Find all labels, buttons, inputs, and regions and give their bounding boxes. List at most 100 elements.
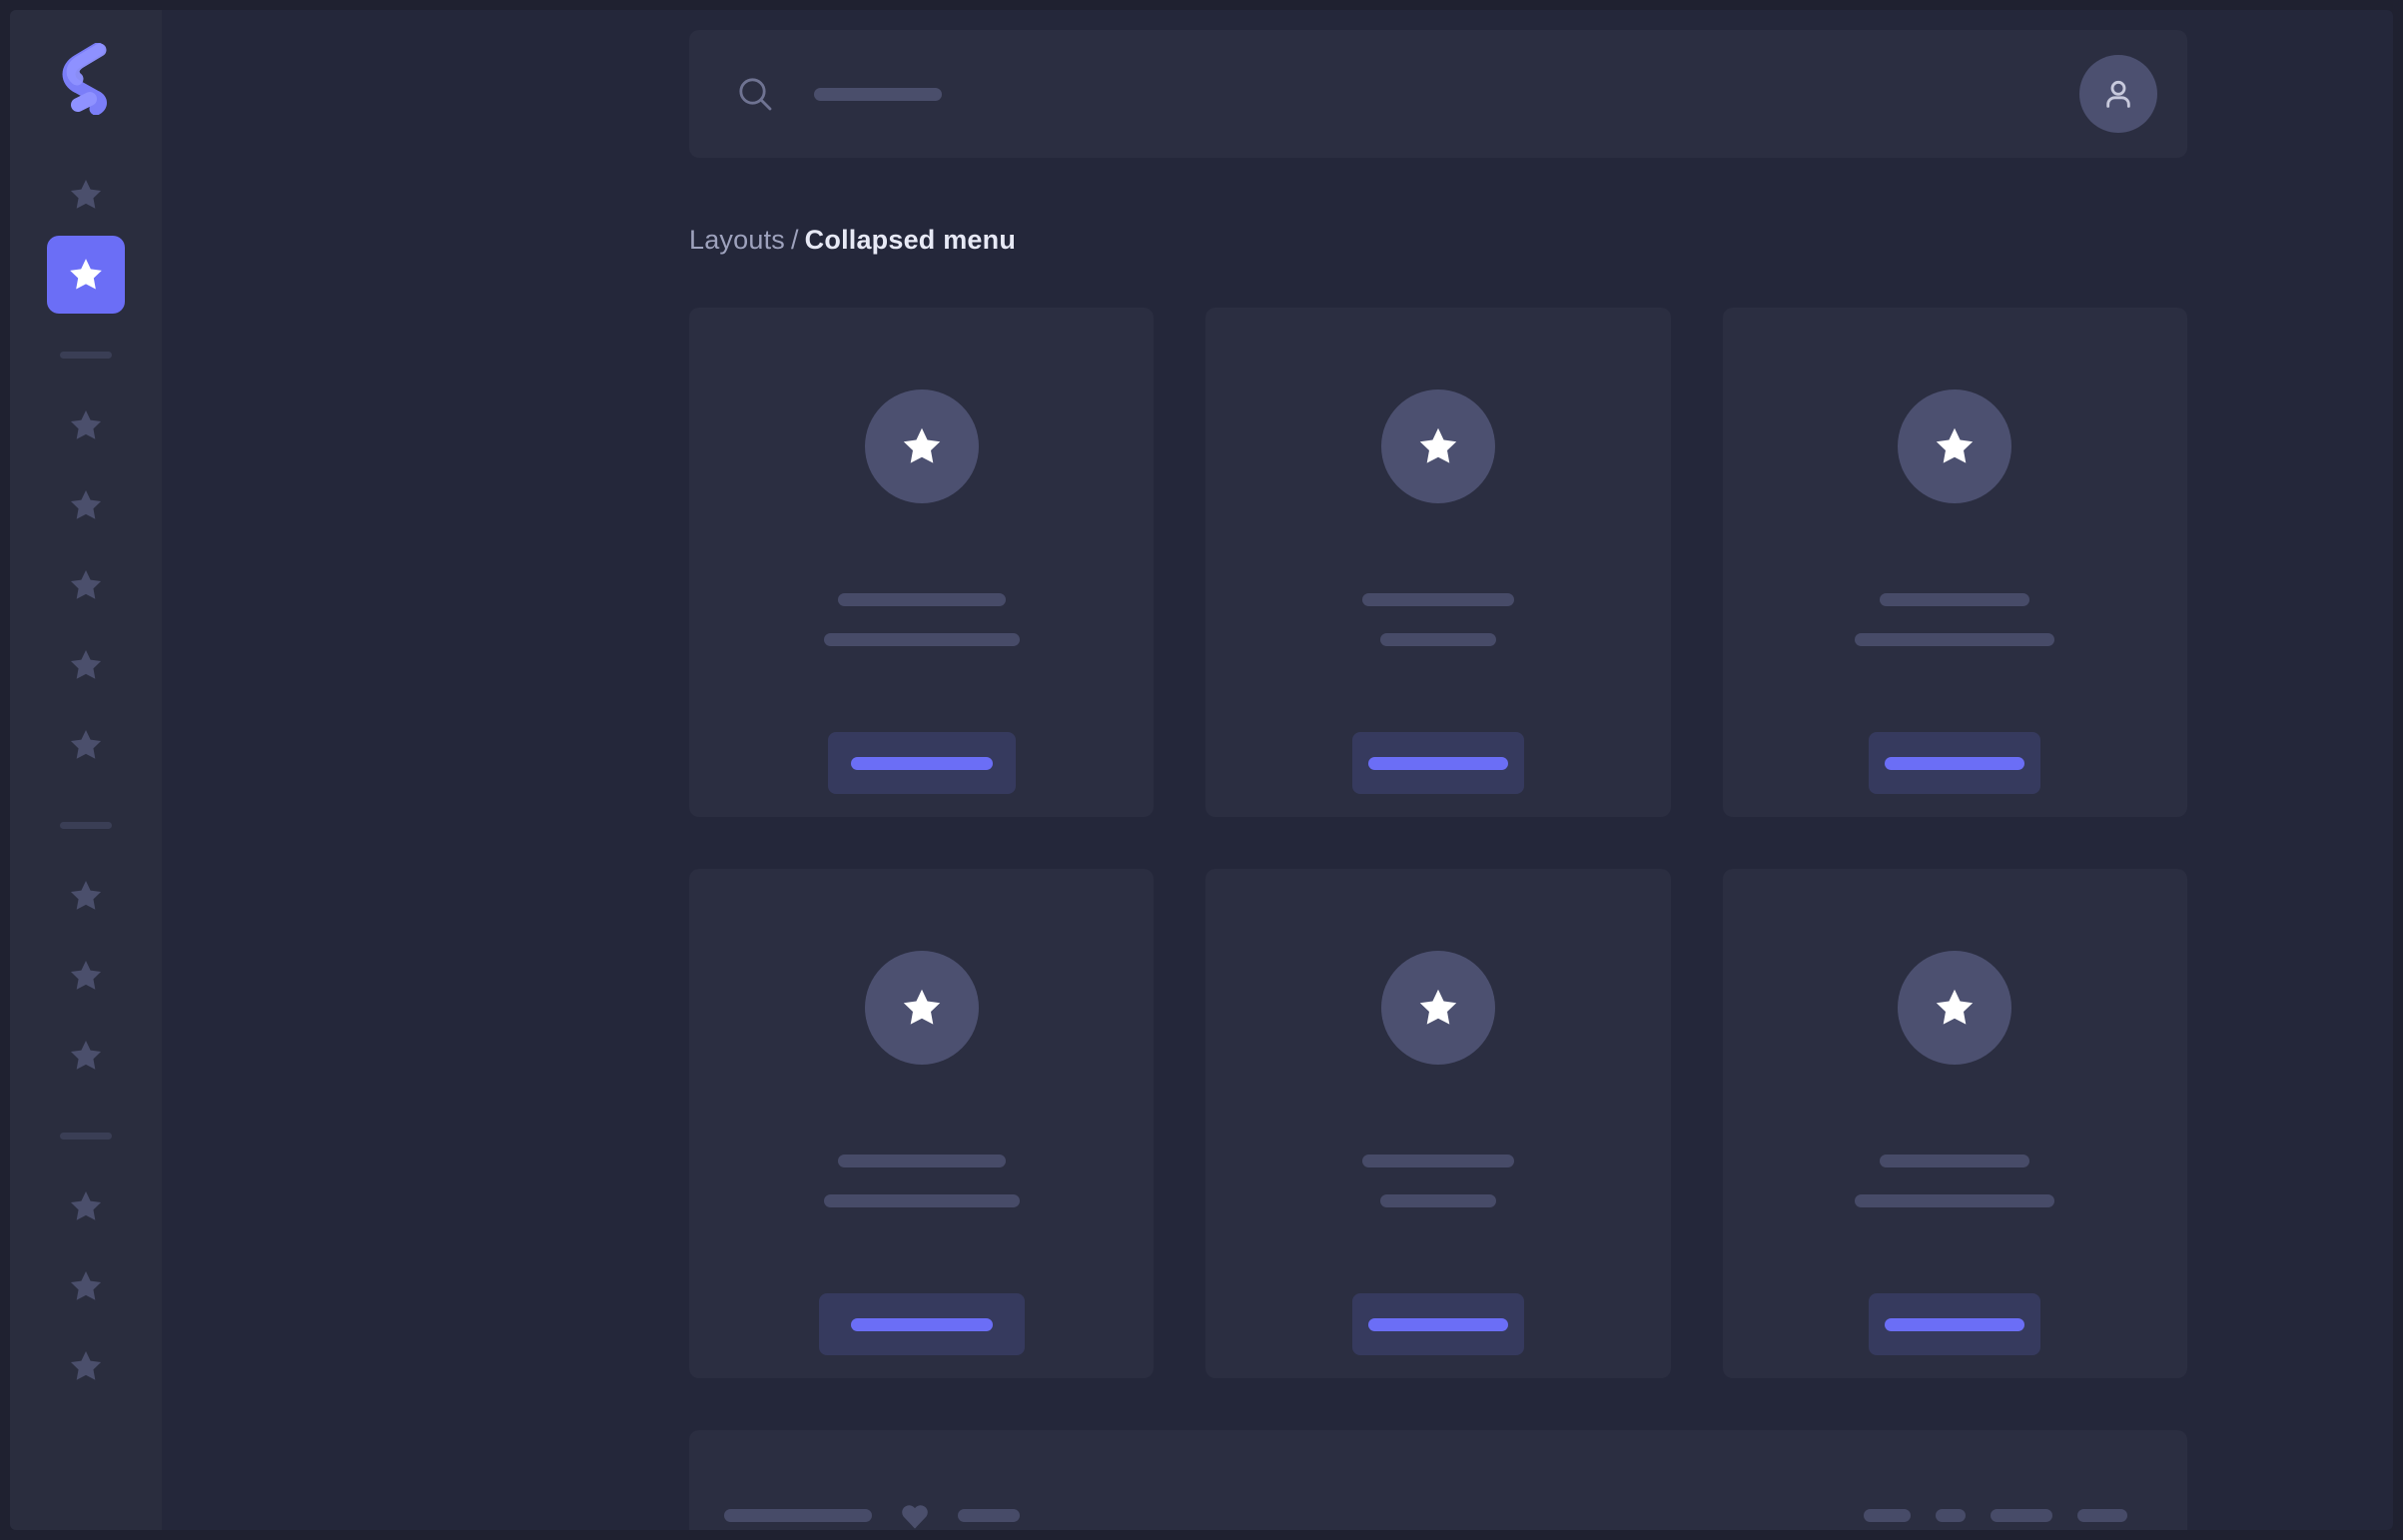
sidebar-divider-1 — [60, 352, 112, 359]
sidebar-divider-3 — [60, 1133, 112, 1140]
card-line-secondary — [1855, 633, 2055, 647]
footer-right-group — [1864, 1508, 2127, 1522]
breadcrumb: Layouts / Collapsed menu — [689, 224, 2187, 256]
sidebar-item-10[interactable] — [47, 1017, 125, 1095]
card-line-secondary — [1855, 1194, 2055, 1208]
sidebar — [10, 10, 162, 1530]
search-input-wrap[interactable] — [814, 30, 2079, 158]
star-icon — [66, 1347, 106, 1385]
card[interactable] — [1205, 869, 1671, 1379]
sidebar-item-7[interactable] — [47, 706, 125, 784]
footer-bar-left — [724, 1508, 872, 1522]
card[interactable] — [1722, 308, 2187, 818]
star-icon — [66, 566, 106, 604]
star-icon — [66, 1267, 106, 1305]
main-area: Layouts / Collapsed menu — [162, 10, 2393, 1530]
footer-bar-after-heart — [958, 1508, 1020, 1522]
sidebar-item-6[interactable] — [47, 626, 125, 704]
card-line-primary — [1361, 1155, 1514, 1168]
sidebar-item-13[interactable] — [47, 1327, 125, 1405]
star-icon — [1414, 423, 1462, 469]
star-icon — [66, 406, 106, 444]
sidebar-item-3[interactable] — [47, 386, 125, 464]
card-action-button[interactable] — [1869, 1293, 2041, 1356]
card-line-secondary — [1379, 633, 1496, 647]
card-action-button[interactable] — [827, 732, 1016, 795]
avatar[interactable] — [2079, 55, 2157, 133]
card[interactable] — [689, 869, 1155, 1379]
card[interactable] — [689, 308, 1155, 818]
star-icon — [66, 726, 106, 764]
sidebar-item-5[interactable] — [47, 546, 125, 624]
sidebar-group-2 — [47, 386, 125, 786]
sidebar-item-2-active[interactable] — [47, 236, 125, 314]
card-action-button[interactable] — [1869, 732, 2041, 795]
sidebar-item-4[interactable] — [47, 466, 125, 544]
star-icon — [66, 176, 106, 214]
footer-left-group — [724, 1499, 1020, 1530]
sidebar-item-9[interactable] — [47, 937, 125, 1015]
card-line-secondary — [823, 633, 1020, 647]
sidebar-item-12[interactable] — [47, 1247, 125, 1325]
star-icon — [65, 255, 107, 295]
card[interactable] — [1722, 869, 2187, 1379]
search-placeholder-bar — [814, 87, 942, 101]
star-icon — [1931, 423, 1979, 469]
search-icon — [734, 73, 776, 115]
sidebar-group-4 — [47, 1167, 125, 1407]
card-line-secondary — [823, 1194, 1020, 1208]
card-button-label-bar — [850, 1317, 993, 1331]
card-avatar — [1380, 951, 1495, 1066]
content-column: Layouts / Collapsed menu — [689, 10, 2187, 1530]
star-icon — [66, 1187, 106, 1225]
sidebar-group-primary — [47, 156, 125, 316]
sidebar-item-1[interactable] — [47, 156, 125, 234]
card-line-primary — [1880, 593, 2030, 607]
card-text-placeholders — [1723, 593, 2187, 647]
sidebar-item-11[interactable] — [47, 1167, 125, 1245]
footer-bar-right-3[interactable] — [1991, 1508, 2052, 1522]
card-text-placeholders — [689, 593, 1154, 647]
card[interactable] — [1205, 308, 1671, 818]
card-line-primary — [1880, 1155, 2030, 1168]
footer-panel — [689, 1430, 2187, 1530]
star-icon — [66, 486, 106, 524]
card-action-button[interactable] — [818, 1293, 1025, 1356]
sidebar-item-8[interactable] — [47, 857, 125, 935]
card-button-label-bar — [850, 756, 993, 770]
card-line-primary — [1361, 593, 1514, 607]
star-icon — [1414, 985, 1462, 1031]
card-avatar — [1898, 389, 2012, 504]
star-icon — [66, 957, 106, 995]
card-action-button[interactable] — [1351, 732, 1524, 795]
sidebar-group-3 — [47, 857, 125, 1097]
star-icon — [898, 423, 946, 469]
card-text-placeholders — [1205, 1155, 1670, 1208]
star-icon — [66, 1037, 106, 1075]
card-avatar — [1380, 389, 1495, 504]
sidebar-divider-2 — [60, 822, 112, 829]
card-button-label-bar — [1885, 1317, 2025, 1331]
breadcrumb-separator: / — [790, 225, 799, 255]
star-icon — [898, 985, 946, 1031]
footer-bar-right-2[interactable] — [1936, 1508, 1966, 1522]
footer-bar-right-4[interactable] — [2077, 1508, 2127, 1522]
swirl-logo-icon[interactable] — [53, 40, 119, 118]
star-icon — [66, 877, 106, 915]
card-action-button[interactable] — [1351, 1293, 1524, 1356]
footer-bar-right-1[interactable] — [1864, 1508, 1911, 1522]
heart-icon[interactable] — [898, 1499, 932, 1530]
breadcrumb-current: Collapsed menu — [804, 225, 1017, 255]
card-button-label-bar — [1367, 1317, 1508, 1331]
app-window: Layouts / Collapsed menu — [10, 10, 2393, 1530]
card-avatar — [864, 389, 979, 504]
card-avatar — [864, 951, 979, 1066]
star-icon — [66, 646, 106, 684]
card-text-placeholders — [1723, 1155, 2187, 1208]
card-text-placeholders — [1205, 593, 1670, 647]
card-grid — [689, 308, 2187, 1379]
search-bar[interactable] — [689, 30, 2187, 158]
breadcrumb-parent[interactable]: Layouts — [689, 225, 785, 255]
card-button-label-bar — [1885, 756, 2025, 770]
